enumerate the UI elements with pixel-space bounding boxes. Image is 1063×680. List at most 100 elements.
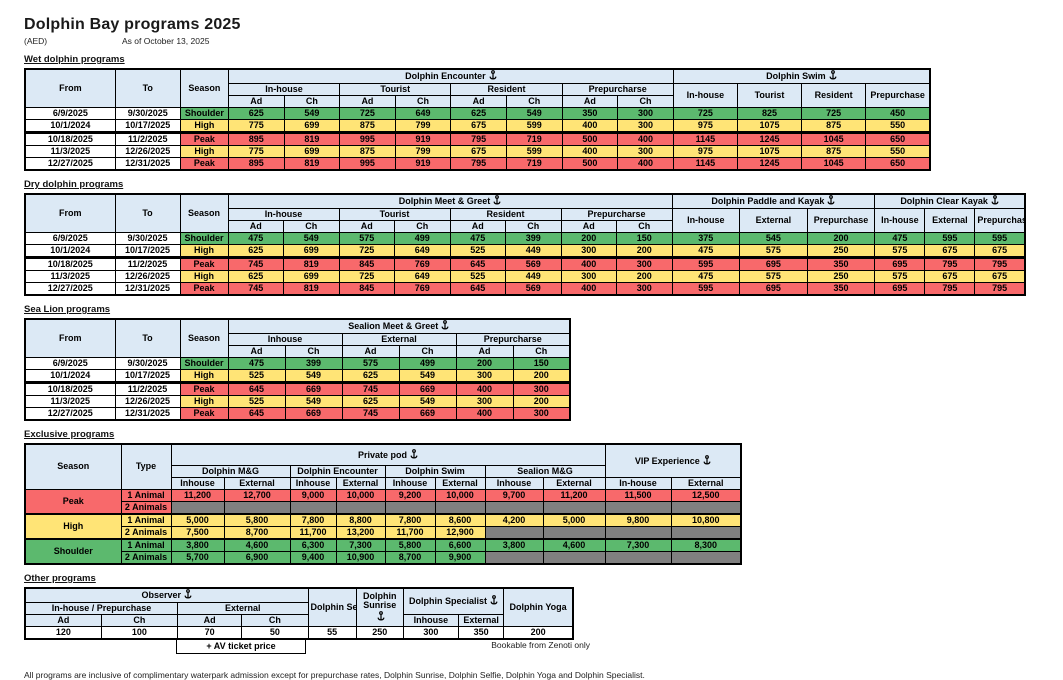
section-title-sealion: Sea Lion programs	[24, 304, 111, 315]
price-cell: 9,200	[384, 489, 436, 502]
anchor-icon	[441, 320, 449, 332]
date-cell: 10/18/2025	[24, 382, 116, 396]
price-cell: 549	[398, 369, 457, 384]
zenoti-note: Bookable from Zenoti only	[491, 640, 590, 650]
price-cell: 669	[398, 407, 457, 421]
season-cell: Peak	[179, 257, 229, 271]
header-meta: (AED) As of October 13, 2025	[24, 36, 1063, 46]
subheader-ch: Ch	[617, 95, 674, 108]
price-cell: 475	[671, 270, 741, 283]
price-cell: 150	[512, 357, 571, 370]
price-cell: 549	[505, 107, 563, 120]
price-cell: 775	[227, 119, 285, 134]
price-cell: 300	[617, 107, 674, 120]
price-cell: 399	[284, 357, 343, 370]
price-cell: 11,200	[542, 489, 606, 502]
subheader-tourist: Tourist	[338, 208, 451, 221]
anchor-icon	[489, 70, 497, 82]
price-cell: 875	[801, 145, 867, 158]
price-cell: 10,800	[670, 513, 742, 527]
subheader-external: External	[341, 333, 457, 346]
subheader-external: External	[542, 477, 606, 490]
price-cell: 645	[227, 382, 286, 396]
price-cell: 650	[865, 157, 931, 171]
price-cell: 919	[394, 132, 452, 146]
table-row: Peak 1 Animal 11,200 12,700 9,000 10,000 9,200…	[24, 489, 742, 515]
price-cell: 525	[227, 369, 286, 384]
date-cell: 6/9/2025	[24, 232, 116, 245]
price-cell: 11,700	[289, 526, 337, 540]
season-cell: High	[24, 513, 122, 540]
price-cell: 699	[283, 119, 341, 134]
price-cell: 545	[739, 232, 808, 245]
date-cell: 11/3/2025	[24, 395, 116, 408]
price-cell: 725	[801, 107, 867, 120]
season-cell: Peak	[179, 407, 229, 421]
price-cell: 549	[284, 369, 343, 384]
price-cell: 5,800	[384, 538, 436, 552]
subheader-in-house: In-house	[874, 208, 926, 233]
group-header-dolphin-yoga: Dolphin Yoga	[503, 587, 574, 627]
price-cell: 995	[339, 157, 396, 171]
price-cell: 719	[505, 132, 563, 146]
subheader-resident: Resident	[450, 83, 563, 96]
empty-cell	[604, 526, 672, 540]
price-cell: 595	[924, 232, 976, 245]
subheader-resident: Resident	[449, 208, 562, 221]
price-cell: 975	[672, 145, 738, 158]
subheader-external: External	[434, 477, 486, 490]
price-cell: 669	[398, 382, 457, 396]
group-header-private-pod: Private pod	[170, 443, 606, 466]
price-cell: 10,900	[335, 551, 386, 565]
price-cell: 7,300	[335, 538, 386, 552]
sea-lion-table: From To Season Sealion Meet & Greet Inho…	[24, 318, 572, 421]
season-cell: Shoulder	[179, 232, 229, 245]
subheader-ad: Ad	[177, 614, 243, 627]
price-cell: 350	[806, 282, 876, 296]
col-header-from: From	[24, 193, 116, 233]
date-cell: 6/9/2025	[24, 357, 116, 370]
price-cell: 725	[338, 270, 395, 283]
price-cell: 250	[806, 244, 876, 259]
anchor-icon	[703, 454, 711, 467]
price-cell: 725	[672, 107, 738, 120]
price-cell: 300	[455, 369, 514, 384]
season-cell: Peak	[179, 382, 229, 396]
table-row: 12/27/2025 12/31/2025 Peak 745 819 845 769 645 5…	[24, 282, 1026, 296]
price-cell: 200	[512, 395, 571, 408]
empty-cell	[223, 501, 291, 515]
price-cell: 875	[801, 119, 867, 134]
col-header-season: Season	[24, 443, 122, 490]
price-cell: 200	[806, 232, 876, 245]
date-cell: 12/31/2025	[114, 282, 181, 296]
price-cell: 549	[284, 395, 343, 408]
price-cell: 400	[560, 282, 617, 296]
price-cell: 745	[341, 382, 400, 396]
table-row: 2 Animals	[25, 501, 742, 515]
season-cell: Peak	[24, 489, 122, 515]
price-cell: 675	[450, 145, 507, 158]
group-header-observer: Observer	[24, 587, 309, 603]
price-cell: 11,700	[384, 526, 436, 540]
price-cell: 200	[503, 626, 574, 640]
subheader-external: External	[177, 602, 309, 615]
subheader-ad: Ad	[339, 95, 396, 108]
exclusive-programs-table: Season Type Private pod VIP Experience D…	[24, 443, 743, 565]
other-programs-block: Observer Dolphin Selfie Dolphin Sunrise …	[24, 587, 590, 654]
season-cell: High	[179, 244, 229, 259]
price-cell: 769	[394, 257, 451, 271]
price-cell: 499	[398, 357, 457, 370]
price-cell: 350	[806, 257, 876, 271]
group-header-dolphin-sunrise: Dolphin Sunrise	[355, 587, 404, 627]
date-cell: 11/2/2025	[114, 132, 181, 146]
price-cell: 550	[865, 145, 931, 158]
price-cell: 649	[394, 244, 451, 259]
price-cell: 12,500	[670, 489, 742, 502]
subheader-inhouse: Inhouse	[289, 477, 337, 490]
price-cell: 8,700	[223, 526, 291, 540]
season-cell: Shoulder	[179, 107, 229, 120]
price-cell: 1075	[736, 119, 803, 134]
type-cell: 1 Animal	[120, 489, 172, 502]
price-cell: 4,200	[484, 513, 544, 527]
